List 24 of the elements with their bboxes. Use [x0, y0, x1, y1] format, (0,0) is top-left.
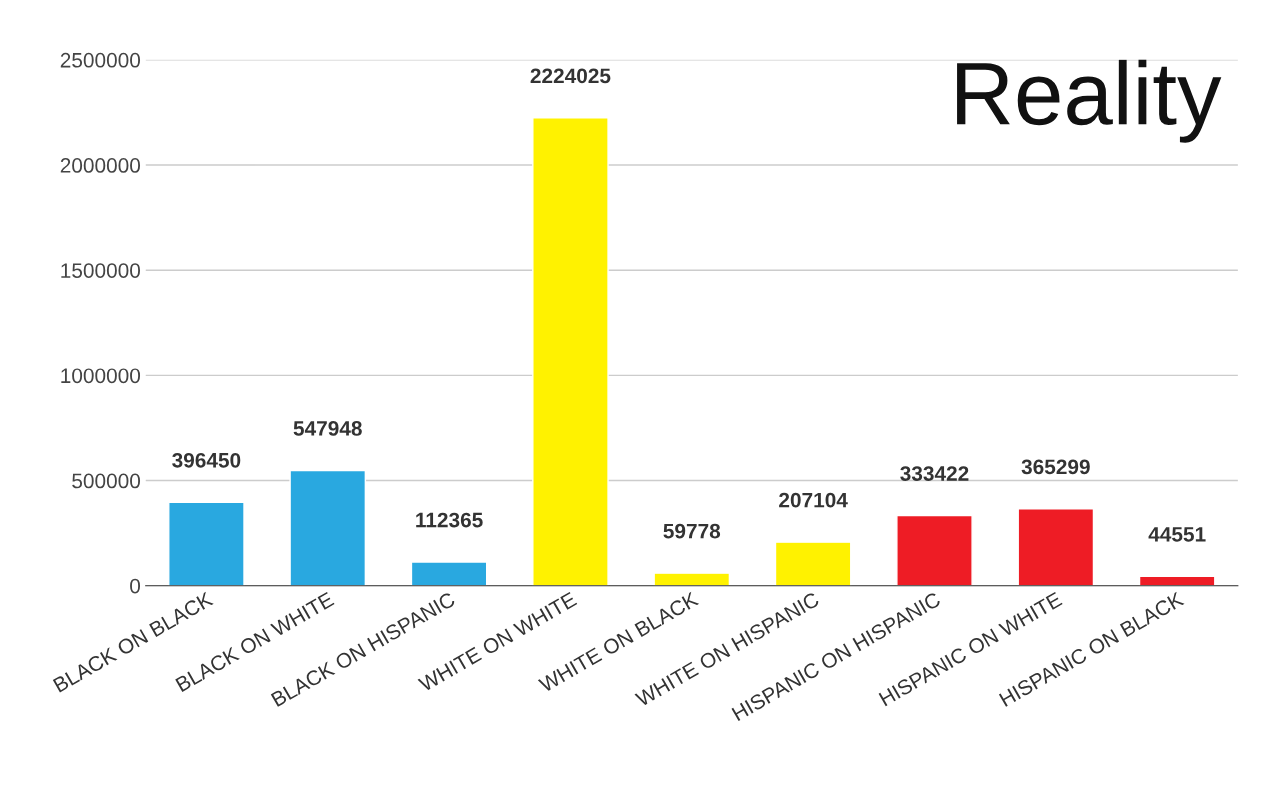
bar: [896, 514, 973, 586]
data-label: 365299: [1021, 459, 1090, 475]
bar: [653, 572, 731, 586]
data-label: 207104: [779, 492, 848, 508]
data-label: 59778: [663, 523, 721, 539]
data-label: 333422: [900, 466, 969, 481]
y-tick-label: 2000000: [60, 158, 141, 173]
data-label: 396450: [172, 452, 241, 468]
y-tick-label: 1500000: [61, 263, 141, 278]
y-tick-label: 2500000: [60, 52, 141, 68]
bar: [774, 541, 852, 586]
bar: [168, 501, 245, 586]
bar: [1017, 508, 1095, 586]
bar: [289, 469, 367, 586]
data-label: 2224025: [530, 68, 611, 84]
chart-title: Reality: [957, 59, 1222, 143]
data-label: 547948: [293, 421, 362, 436]
y-tick-label: 1000000: [61, 368, 141, 384]
bar: [532, 117, 609, 586]
bar: [410, 561, 488, 586]
y-tick-label: 0: [130, 578, 141, 594]
data-label: 44551: [1148, 527, 1206, 542]
y-tick-label: 500000: [72, 473, 141, 489]
data-label: 112365: [416, 512, 483, 528]
